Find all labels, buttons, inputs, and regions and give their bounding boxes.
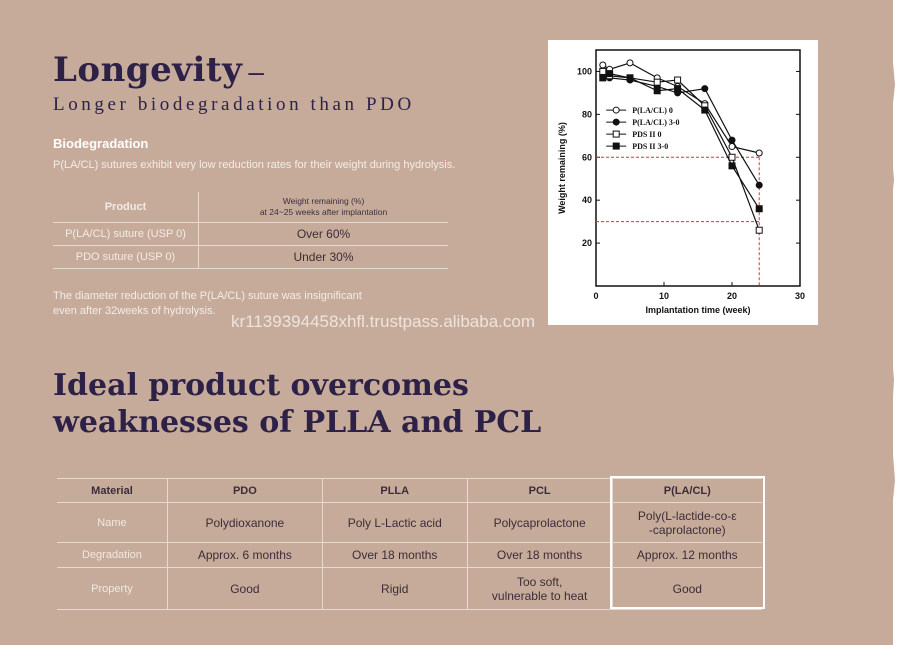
biodegradation-text: P(LA/CL) sutures exhibit very low reduct… xyxy=(53,159,456,171)
weight-header-line2: at 24~25 weeks after implantation xyxy=(259,207,388,217)
data-point xyxy=(728,162,736,170)
cell-pdo: Polydioxanone xyxy=(166,502,323,543)
data-point xyxy=(755,181,763,189)
material-comparison: Material PDO PLLA PCL P(LA/CL) Name Poly… xyxy=(57,476,765,610)
x-axis-label: Implantation time (week) xyxy=(645,305,750,315)
x-tick-label: 30 xyxy=(795,291,805,301)
row-label: Property xyxy=(57,567,168,610)
product-header: Product xyxy=(53,192,199,223)
cell-pcl: Over 18 months xyxy=(466,542,613,568)
header-pcl: PCL xyxy=(466,478,613,503)
legend-entry: P(LA/CL) 3-0 xyxy=(632,118,679,127)
cell-pcl-line1: Too soft, xyxy=(516,574,563,589)
cell-plla: Rigid xyxy=(321,567,468,610)
y-tick-label: 60 xyxy=(582,152,592,162)
data-point xyxy=(674,85,682,93)
cell-pcl: Polycaprolactone xyxy=(466,502,613,543)
data-point xyxy=(755,149,763,157)
y-tick-label: 80 xyxy=(582,109,592,119)
cell-plcl: Good xyxy=(611,567,762,610)
data-point xyxy=(626,74,634,82)
weight-remaining-chart: 20 40 60 80 100 0 10 20 30 Implantation time (wee… xyxy=(548,40,818,325)
value-cell: Under 30% xyxy=(198,245,448,269)
header-plcl: P(LA/CL) xyxy=(611,478,762,503)
header-material: Material xyxy=(57,478,168,503)
data-point xyxy=(728,136,736,144)
chart-background xyxy=(548,40,818,325)
note-line-2: even after 32weeks of hydrolysis. xyxy=(53,305,216,317)
cell-pdo: Good xyxy=(166,567,323,610)
biodegradation-heading: Biodegradation xyxy=(53,136,149,151)
row-label: Degradation xyxy=(57,542,168,568)
table-header-row: Product Weight remaining (%) at 24~25 we… xyxy=(53,192,448,223)
header-pdo: PDO xyxy=(166,478,323,503)
row-label: Name xyxy=(57,502,168,543)
data-point xyxy=(755,226,763,234)
cell-pcl: Too soft, vulnerable to heat xyxy=(466,567,613,610)
data-point xyxy=(674,76,682,84)
data-point xyxy=(653,78,661,86)
watermark: kr1139394458xhfl.trustpass.alibaba.com xyxy=(231,312,535,331)
cell-plcl: Poly(L-lactide-co-ε -caprolactone) xyxy=(611,502,762,543)
title-dash: – xyxy=(248,56,265,87)
x-tick-label: 20 xyxy=(727,291,737,301)
cell-plla: Poly L-Lactic acid xyxy=(321,502,468,543)
y-axis-label: Weight remaining (%) xyxy=(557,122,567,214)
table-row: Property Good Rigid Too soft, vulnerable… xyxy=(57,567,762,610)
weight-header: Weight remaining (%) at 24~25 weeks afte… xyxy=(198,192,448,223)
note-line-1: The diameter reduction of the P(LA/CL) s… xyxy=(53,290,362,302)
series-line-1 xyxy=(602,62,760,154)
x-tick-label: 0 xyxy=(593,291,598,301)
weight-remaining-table: Product Weight remaining (%) at 24~25 we… xyxy=(53,192,448,269)
legend-marker xyxy=(612,142,620,150)
product-cell: PDO suture (USP 0) xyxy=(53,245,199,269)
value-cell: Over 60% xyxy=(198,222,448,246)
data-point xyxy=(755,205,763,213)
header-plla: PLLA xyxy=(321,478,468,503)
data-point xyxy=(653,87,661,95)
data-point xyxy=(701,85,709,93)
material-comparison-table: Material PDO PLLA PCL P(LA/CL) Name Poly… xyxy=(57,478,762,610)
cell-plcl: Approx. 12 months xyxy=(611,542,762,568)
y-tick-label: 20 xyxy=(582,238,592,248)
legend-entry: P(LA/CL) 0 xyxy=(632,106,673,115)
cell-plcl-line1: Poly(L-lactide-co-ε xyxy=(637,508,737,523)
longevity-subtitle: Longer biodegradation than PDO xyxy=(53,94,415,115)
data-point xyxy=(728,153,736,161)
torn-paper-edge xyxy=(882,0,895,645)
title-line-1: Ideal product overcomes xyxy=(53,368,469,403)
cell-pdo: Approx. 6 months xyxy=(166,542,323,568)
legend-marker xyxy=(612,118,620,126)
data-point xyxy=(606,70,614,78)
table-row: P(LA/CL) suture (USP 0) Over 60% xyxy=(53,222,448,246)
cell-pcl-line2: vulnerable to heat xyxy=(491,588,588,603)
data-point xyxy=(599,61,607,69)
data-point xyxy=(599,67,607,75)
longevity-title: Longevity – xyxy=(53,50,265,90)
table-row: Name Polydioxanone Poly L-Lactic acid Po… xyxy=(57,502,762,543)
ideal-product-title: Ideal product overcomes weaknesses of PL… xyxy=(53,367,541,441)
y-tick-label: 100 xyxy=(577,66,592,76)
data-point xyxy=(599,74,607,82)
legend-entry: PDS II 3-0 xyxy=(632,142,668,151)
data-point xyxy=(701,106,709,114)
table-row: Degradation Approx. 6 months Over 18 mon… xyxy=(57,542,762,568)
cell-plcl-line2: -caprolactone) xyxy=(648,522,726,537)
product-cell: P(LA/CL) suture (USP 0) xyxy=(53,222,199,246)
table-header-row: Material PDO PLLA PCL P(LA/CL) xyxy=(57,478,762,503)
legend-marker xyxy=(612,130,620,138)
x-tick-label: 10 xyxy=(659,291,669,301)
y-tick-label: 40 xyxy=(582,195,592,205)
legend-entry: PDS II 0 xyxy=(632,130,661,139)
diameter-note: The diameter reduction of the P(LA/CL) s… xyxy=(53,289,362,319)
legend-marker xyxy=(612,106,620,114)
data-point xyxy=(626,59,634,67)
cell-plla: Over 18 months xyxy=(321,542,468,568)
title-line-2: weaknesses of PLLA and PCL xyxy=(53,405,542,440)
chart-frame xyxy=(595,49,801,287)
weight-header-line1: Weight remaining (%) xyxy=(282,196,365,206)
table-row: PDO suture (USP 0) Under 30% xyxy=(53,245,448,269)
